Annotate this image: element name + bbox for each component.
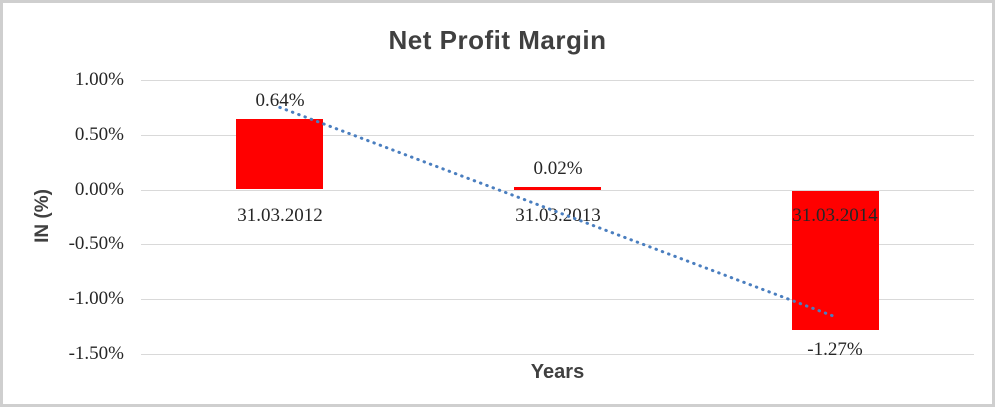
bar <box>236 119 323 189</box>
data-label: 0.02% <box>533 158 583 179</box>
y-tick-label: 0.50% <box>74 124 124 145</box>
y-tick-label: -1.00% <box>68 288 124 309</box>
y-tick-label: 0.00% <box>74 179 124 200</box>
gridline <box>141 80 974 81</box>
category-label: 31.03.2014 <box>792 205 878 226</box>
x-axis-title: Years <box>530 361 585 383</box>
chart-title: Net Profit Margin <box>388 25 607 55</box>
bar <box>514 187 601 190</box>
data-label: 0.64% <box>255 90 305 111</box>
category-label: 31.03.2013 <box>515 205 601 226</box>
gridline <box>141 354 974 355</box>
y-tick-label: -0.50% <box>68 233 124 254</box>
category-label: 31.03.2012 <box>237 205 323 226</box>
y-tick-label: 1.00% <box>74 69 124 90</box>
y-tick-label: -1.50% <box>68 343 124 364</box>
data-label: -1.27% <box>807 339 863 360</box>
